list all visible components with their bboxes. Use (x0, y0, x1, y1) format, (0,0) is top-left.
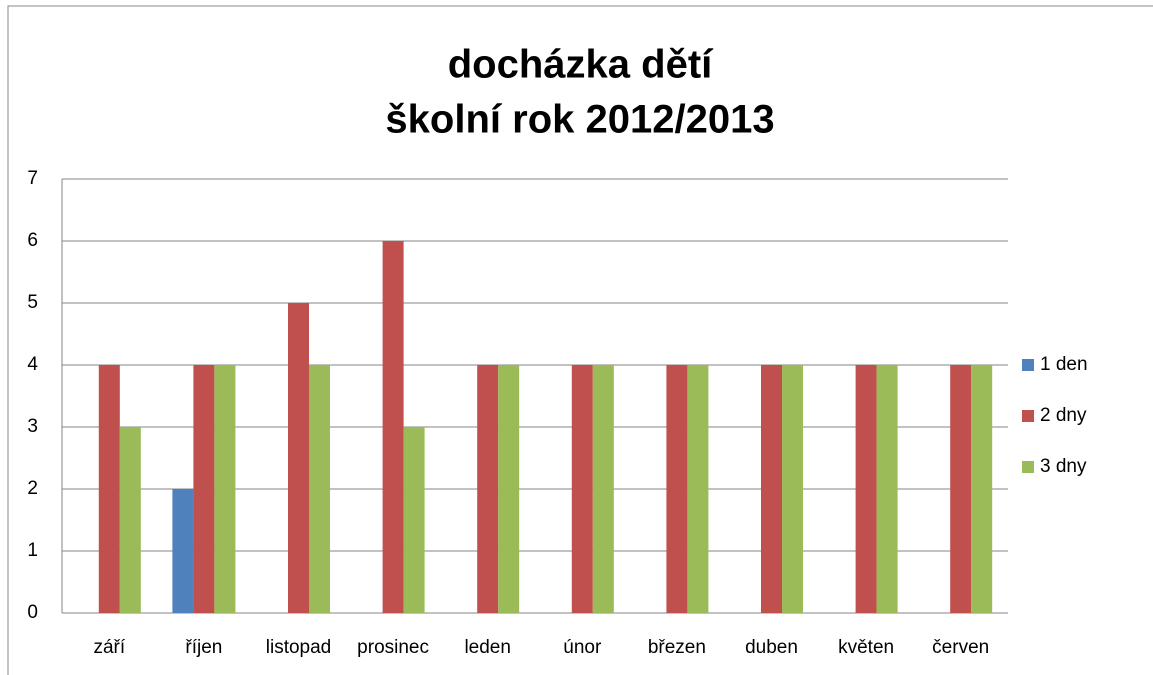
legend-label: 3 dny (1040, 456, 1087, 477)
bar (950, 365, 972, 613)
legend-swatch (1022, 359, 1034, 371)
y-tick-label: 4 (27, 354, 38, 375)
legend-label: 1 den (1040, 354, 1088, 375)
bar (571, 365, 593, 613)
y-tick-label: 6 (27, 230, 38, 251)
x-tick-label: duben (745, 637, 798, 658)
bar (477, 365, 499, 613)
legend-swatch (1022, 410, 1034, 422)
bar (782, 365, 803, 613)
bar (971, 365, 993, 613)
bar (214, 365, 236, 613)
x-tick-label: únor (563, 637, 602, 658)
y-tick-label: 5 (27, 292, 38, 313)
bar (288, 303, 309, 613)
y-tick-label: 1 (27, 540, 38, 561)
bar (309, 365, 330, 613)
bar (855, 365, 877, 613)
y-tick-label: 7 (27, 168, 38, 189)
x-tick-label: březen (648, 637, 706, 658)
bar (876, 365, 898, 613)
x-tick-label: říjen (185, 637, 222, 658)
bar (687, 365, 709, 613)
bar (172, 489, 194, 613)
x-tick-label: červen (932, 637, 989, 658)
legend-label: 2 dny (1040, 405, 1087, 426)
y-tick-label: 3 (27, 416, 38, 437)
bar (382, 241, 404, 613)
legend-swatch (1022, 461, 1034, 473)
bar (666, 365, 688, 613)
x-tick-label: leden (464, 637, 511, 658)
bar (498, 365, 520, 613)
x-tick-label: květen (838, 637, 894, 658)
chart-title: docházka dětí (448, 43, 714, 87)
y-tick-label: 2 (27, 478, 38, 499)
bar (761, 365, 782, 613)
y-tick-label: 0 (27, 602, 38, 623)
chart-title: školní rok 2012/2013 (385, 98, 774, 142)
bar (193, 365, 215, 613)
bar (403, 427, 425, 613)
bar (98, 365, 120, 613)
x-tick-label: září (93, 637, 125, 658)
bar (119, 427, 141, 613)
bar (592, 365, 614, 613)
x-tick-label: listopad (266, 637, 332, 658)
x-tick-label: prosinec (357, 637, 429, 658)
